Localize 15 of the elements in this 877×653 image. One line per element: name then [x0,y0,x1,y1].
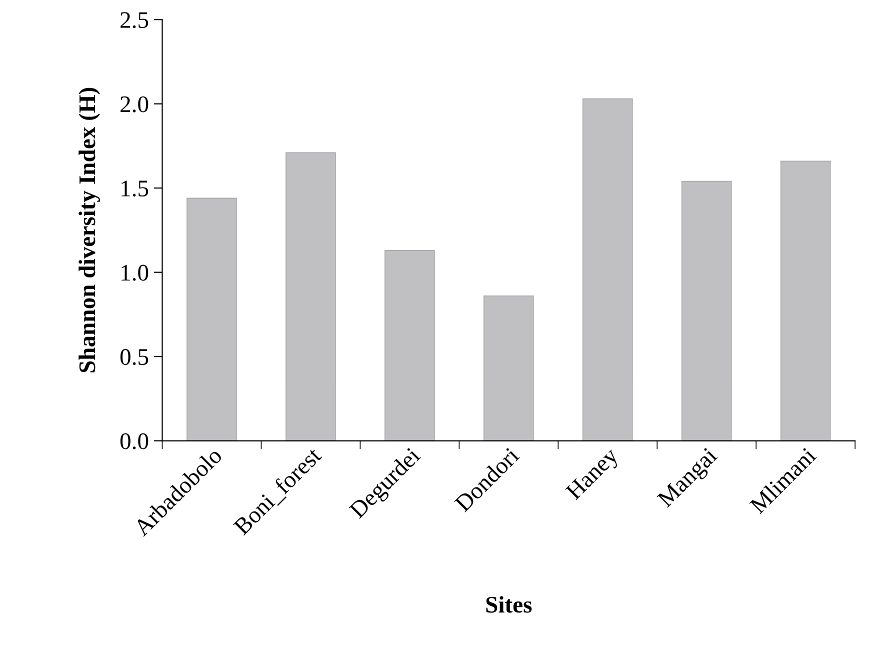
bar [582,98,633,441]
y-tick-label: 1.5 [122,180,148,197]
bar [286,152,336,441]
y-tick-label: 1.0 [122,264,148,281]
bar [384,250,435,441]
bar [186,198,237,441]
y-tick-label: 0.0 [120,433,148,450]
y-axis-title: Shannon diversity Index (H) [78,88,100,372]
x-axis-title: Sites [486,596,532,613]
y-tick-label: 0.5 [120,349,148,366]
bar [483,295,534,441]
y-tick-label: 2.0 [120,96,148,112]
y-tick-label: 2.5 [120,12,148,28]
bar [780,160,831,441]
bar [681,180,732,441]
